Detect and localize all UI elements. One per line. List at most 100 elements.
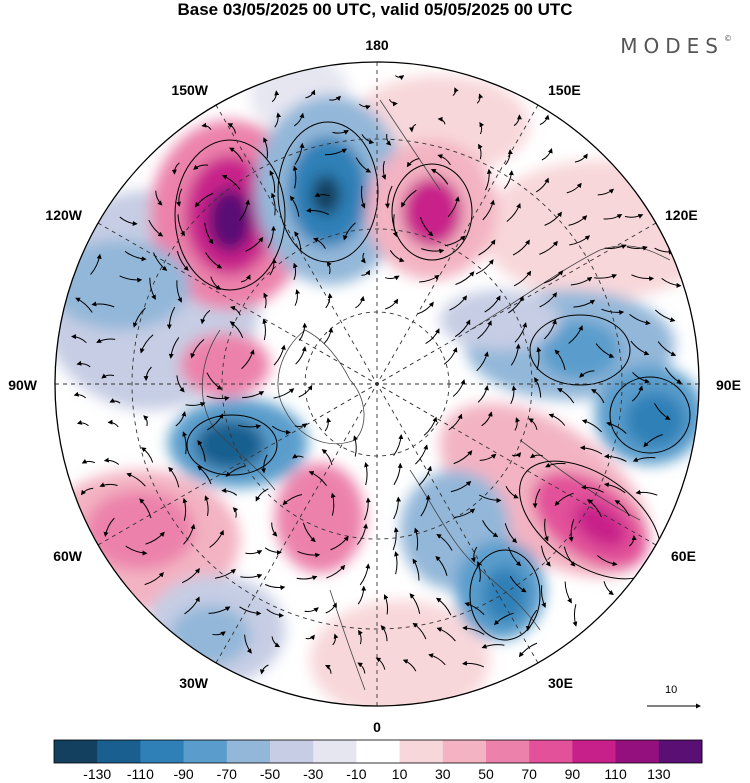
lon-label-180: 180: [365, 37, 389, 53]
colorbar-tick-label: 50: [478, 766, 494, 782]
wind-arrow: [452, 379, 466, 397]
wind-arrow: [304, 607, 319, 613]
positive-core-160e: [402, 177, 462, 247]
wind-arrow: [149, 277, 156, 300]
copyright-mark: ©: [724, 34, 732, 43]
wind-arrow: [177, 214, 185, 237]
lon-label-60e: 60E: [671, 548, 696, 564]
pink-region-south: [310, 600, 490, 706]
wind-arrow: [591, 389, 605, 404]
wind-arrow: [269, 170, 276, 193]
wind-arrow: [601, 308, 625, 316]
wind-arrow: [325, 665, 332, 674]
colorbar-swatch: [529, 740, 573, 763]
wind-arrow: [631, 385, 644, 402]
british-isles-coast: [329, 589, 366, 691]
latitude-circle: [221, 228, 533, 540]
wind-arrow: [75, 297, 93, 313]
colorbar-swatch: [399, 740, 444, 763]
wind-arrow: [450, 480, 472, 493]
wind-arrow: [190, 339, 205, 359]
wind-arrow: [244, 634, 252, 654]
wind-arrow: [631, 274, 655, 282]
contour-ring: [469, 549, 541, 641]
wind-arrow: [80, 487, 94, 496]
wind-arrow: [603, 213, 623, 220]
wind-arrow: [597, 188, 615, 196]
wind-arrow: [557, 388, 575, 404]
wind-arrow: [206, 395, 230, 401]
wind-arrow: [569, 235, 591, 246]
wind-arrow: [380, 625, 388, 642]
wind-arrow: [103, 457, 120, 465]
wind-arrow: [201, 122, 212, 130]
wind-arrow: [477, 320, 492, 339]
positive-core-60w: [85, 490, 195, 570]
wind-arrow: [406, 158, 420, 168]
wind-arrow: [119, 275, 143, 283]
colorbar-frame: [53, 739, 703, 764]
bering-coast: [379, 99, 441, 191]
wind-arrow: [314, 192, 330, 197]
wind-arrow: [454, 508, 476, 518]
wind-arrow: [184, 596, 200, 615]
wind-arrow: [206, 372, 223, 390]
wind-arrow: [324, 148, 348, 156]
wind-arrow: [435, 597, 452, 616]
wind-arrow: [241, 349, 255, 370]
lon-label-120e: 120E: [665, 207, 698, 223]
graticule: [55, 62, 699, 706]
wind-arrow: [197, 439, 206, 462]
colorbar-swatch: [572, 740, 617, 763]
wind-arrow: [568, 215, 588, 226]
colorbar-tick-label: -30: [303, 766, 324, 782]
colorbar-swatch: [356, 740, 401, 763]
lon-label-30e: 30E: [548, 675, 573, 691]
wind-arrow: [282, 494, 303, 506]
colorbar-tick-label: 110: [604, 766, 627, 782]
wind-arrow: [643, 434, 663, 448]
contour-ring: [174, 139, 286, 291]
wind-arrow: [454, 319, 471, 338]
wind-arrow: [271, 636, 281, 648]
wind-arrow: [292, 453, 304, 459]
wind-arrow: [229, 147, 244, 162]
wind-arrow: [436, 533, 453, 551]
wind-arrow: [361, 269, 370, 276]
wind-arrow: [548, 413, 566, 426]
wind-arrow: [606, 421, 627, 434]
wind-arrow: [181, 567, 200, 584]
colorbar-tick-label: 30: [435, 766, 451, 782]
wind-arrow: [245, 550, 263, 555]
wind-arrow: [383, 594, 389, 615]
map-title: Base 03/05/2025 00 UTC, valid 05/05/2025…: [177, 0, 573, 19]
wind-arrow: [539, 114, 550, 126]
wind-arrow: [73, 391, 86, 399]
wind-arrow: [508, 295, 524, 314]
wind-arrow: [628, 535, 637, 547]
ural-coast: [519, 439, 641, 521]
wind-arrow: [140, 447, 154, 463]
wind-arrow: [260, 454, 268, 474]
wind-arrow: [306, 207, 329, 215]
wind-arrow: [124, 250, 147, 262]
wind-arrow: [109, 398, 121, 404]
wind-arrow: [393, 434, 404, 456]
wind-arrow: [143, 366, 152, 382]
wind-arrow: [437, 116, 446, 125]
colorbar-swatch: [442, 740, 487, 763]
wind-arrow: [632, 371, 650, 384]
wind-vectors: [71, 75, 682, 675]
wind-arrow: [125, 545, 148, 556]
wind-arrow: [401, 189, 417, 208]
colorbar-tick-label: 90: [564, 766, 581, 782]
wind-arrow: [197, 465, 212, 485]
colorbar-tick-label: 130: [647, 766, 671, 782]
wind-arrow: [176, 375, 185, 393]
wind-arrow: [570, 276, 593, 286]
wind-arrow: [271, 425, 291, 435]
wind-arrow: [185, 402, 206, 407]
wind-arrow: [455, 271, 475, 285]
wind-arrow: [375, 657, 386, 670]
wind-arrow: [453, 450, 473, 465]
